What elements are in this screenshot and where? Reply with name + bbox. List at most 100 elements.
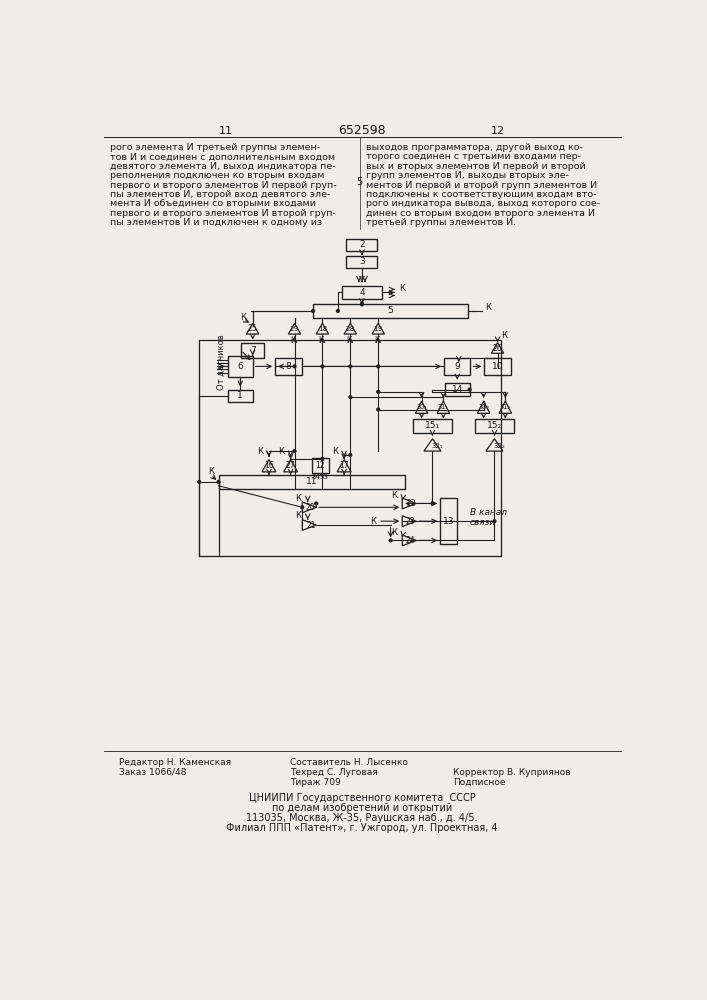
Text: 15₁: 15₁: [425, 421, 440, 430]
Text: мента И объединен со вторыми входами: мента И объединен со вторыми входами: [110, 199, 316, 208]
Text: 11: 11: [219, 126, 233, 136]
Circle shape: [431, 502, 434, 505]
Text: рого индикатора вывода, выход которого сое-: рого индикатора вывода, выход которого с…: [366, 199, 600, 208]
Text: динен со вторым входом второго элемента И: динен со вторым входом второго элемента …: [366, 209, 595, 218]
Text: Заказ 1066/48: Заказ 1066/48: [119, 768, 187, 777]
Circle shape: [312, 310, 315, 312]
Text: первого и второго элементов И второй груп-: первого и второго элементов И второй гру…: [110, 209, 336, 218]
Circle shape: [301, 506, 304, 509]
Text: 10: 10: [492, 362, 503, 371]
Text: К: К: [370, 517, 377, 526]
Circle shape: [377, 365, 380, 368]
Circle shape: [377, 408, 380, 411]
Text: 3: 3: [359, 257, 365, 266]
Text: 31₁: 31₁: [438, 404, 449, 410]
Text: 30₁: 30₁: [416, 404, 427, 410]
Text: К: К: [208, 467, 214, 476]
Text: торого соединен с третьими входами пер-: торого соединен с третьими входами пер-: [366, 152, 581, 161]
Bar: [228, 356, 252, 377]
Text: реполнения подключен ко вторым входам: реполнения подключен ко вторым входам: [110, 171, 325, 180]
Text: 113035, Москва, Ж-35, Раушская наб., д. 4/5.: 113035, Москва, Ж-35, Раушская наб., д. …: [246, 813, 478, 823]
Text: К: К: [296, 494, 301, 503]
Text: 22: 22: [406, 499, 416, 508]
Text: Составитель Н. Лысенко: Составитель Н. Лысенко: [290, 758, 408, 767]
Text: К: К: [391, 528, 397, 537]
Text: 24: 24: [406, 536, 416, 545]
Text: К: К: [296, 511, 301, 520]
Text: 2: 2: [359, 240, 365, 249]
Bar: [312, 458, 329, 473]
Text: 7: 7: [250, 346, 255, 355]
Text: по делам изобретений и открытий: по делам изобретений и открытий: [271, 803, 452, 813]
Bar: [475, 419, 514, 433]
Text: 34: 34: [312, 474, 321, 480]
Bar: [346, 239, 378, 251]
Text: К: К: [485, 303, 491, 312]
Text: 4: 4: [359, 288, 365, 297]
Text: 652598: 652598: [338, 124, 386, 137]
Bar: [440, 498, 457, 544]
Circle shape: [293, 450, 296, 452]
Bar: [313, 304, 468, 318]
Circle shape: [321, 457, 324, 460]
Text: К: К: [391, 491, 397, 500]
Circle shape: [468, 388, 471, 391]
Bar: [199, 340, 501, 556]
Text: 33: 33: [320, 474, 329, 480]
Text: групп элементов И, выходы вторых эле-: групп элементов И, выходы вторых эле-: [366, 171, 569, 180]
Circle shape: [361, 302, 363, 305]
Text: выходов программатора, другой выход ко-: выходов программатора, другой выход ко-: [366, 143, 583, 152]
Text: К: К: [332, 447, 338, 456]
Text: К: К: [346, 336, 351, 345]
Text: 19: 19: [373, 326, 383, 332]
Text: 27: 27: [286, 461, 296, 470]
Text: К: К: [501, 331, 507, 340]
Text: 12: 12: [315, 461, 325, 470]
Circle shape: [321, 365, 324, 368]
Text: первого и второго элементов И первой груп-: первого и второго элементов И первой гру…: [110, 181, 337, 190]
Text: пы элементов И и подключен к одному из: пы элементов И и подключен к одному из: [110, 218, 322, 227]
Bar: [444, 358, 470, 375]
Text: рого элемента И третьей группы элемен-: рого элемента И третьей группы элемен-: [110, 143, 320, 152]
Bar: [445, 383, 469, 396]
Circle shape: [349, 365, 351, 368]
Text: К: К: [399, 284, 405, 293]
Circle shape: [293, 365, 296, 368]
Circle shape: [377, 390, 380, 393]
Text: К: К: [279, 447, 284, 456]
Circle shape: [349, 396, 351, 399]
Text: Филиал ППП «Патент», г. Ужгород, ул. Проектная, 4: Филиал ППП «Патент», г. Ужгород, ул. Про…: [226, 823, 498, 833]
Bar: [484, 358, 510, 375]
Text: 31₂: 31₂: [500, 404, 511, 410]
Text: В канал
связи: В канал связи: [469, 508, 507, 527]
Text: девятого элемента И, выход индикатора пе-: девятого элемента И, выход индикатора пе…: [110, 162, 336, 171]
Circle shape: [390, 539, 392, 542]
Text: 25: 25: [248, 324, 257, 333]
Bar: [346, 256, 378, 268]
Text: тов И и соединен с дополнительным входом: тов И и соединен с дополнительным входом: [110, 152, 335, 161]
Text: 9: 9: [455, 362, 460, 371]
Text: 14: 14: [452, 385, 463, 394]
Bar: [241, 343, 264, 358]
Bar: [228, 389, 252, 402]
Text: 21: 21: [306, 521, 315, 530]
Circle shape: [217, 481, 220, 483]
Text: Корректор В. Куприянов: Корректор В. Куприянов: [452, 768, 571, 777]
Circle shape: [361, 303, 363, 306]
Text: 12: 12: [491, 126, 505, 136]
Text: Подписное: Подписное: [452, 778, 505, 787]
Text: 23: 23: [406, 517, 416, 526]
Text: 5: 5: [356, 177, 363, 187]
Bar: [341, 286, 382, 299]
Text: 29: 29: [290, 326, 299, 332]
Text: Тираж 709: Тираж 709: [290, 778, 341, 787]
Text: 17: 17: [339, 461, 349, 470]
Text: 32₁: 32₁: [431, 443, 443, 449]
Text: Техред С. Луговая: Техред С. Луговая: [290, 768, 378, 777]
Text: 6: 6: [238, 362, 243, 371]
Text: 8: 8: [286, 362, 291, 371]
Text: 18: 18: [318, 326, 327, 332]
Bar: [275, 358, 301, 375]
Text: 1: 1: [238, 391, 243, 400]
Text: К: К: [291, 336, 296, 345]
